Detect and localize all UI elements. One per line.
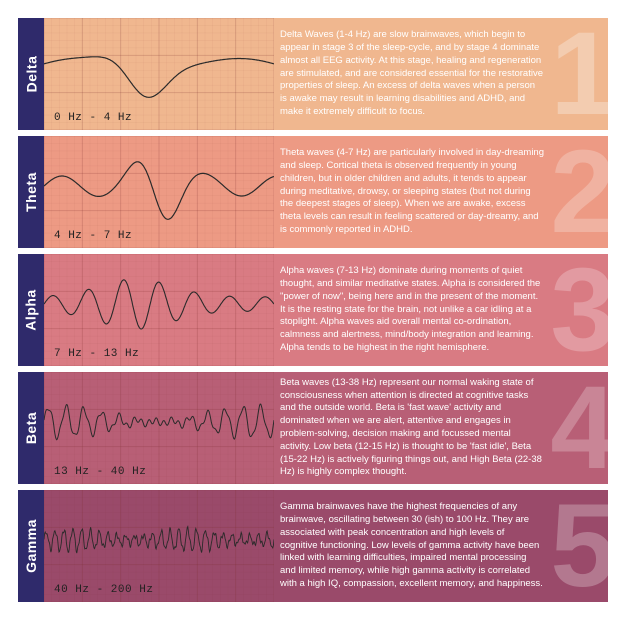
panel-delta: 0 Hz - 4 Hz Delta Waves (1-4 Hz) are slo… [44, 18, 608, 130]
description-area: Gamma brainwaves have the highest freque… [274, 490, 608, 602]
wave-area: 7 Hz - 13 Hz [44, 254, 274, 366]
tab-alpha: Alpha [18, 254, 44, 366]
description-text: Beta waves (13-38 Hz) represent our norm… [280, 377, 544, 480]
panel-alpha: 7 Hz - 13 Hz Alpha waves (7-13 Hz) domin… [44, 254, 608, 366]
tab-delta: Delta [18, 18, 44, 130]
row-theta: Theta 4 Hz - 7 Hz Theta waves (4-7 Hz) a… [18, 136, 608, 248]
tab-label: Theta [23, 172, 39, 212]
tab-gamma: Gamma [18, 490, 44, 602]
wave-area: 13 Hz - 40 Hz [44, 372, 274, 484]
wave-area: 40 Hz - 200 Hz [44, 490, 274, 602]
description-area: Beta waves (13-38 Hz) represent our norm… [274, 372, 608, 484]
row-gamma: Gamma 40 Hz - 200 Hz Gamma brainwaves ha… [18, 490, 608, 602]
tab-label: Gamma [23, 519, 39, 573]
freq-label: 4 Hz - 7 Hz [54, 230, 132, 242]
description-area: Theta waves (4-7 Hz) are particularly in… [274, 136, 608, 248]
row-delta: Delta 0 Hz - 4 Hz Delta Waves (1-4 Hz) a… [18, 18, 608, 130]
freq-label: 7 Hz - 13 Hz [54, 348, 139, 360]
tab-label: Alpha [23, 289, 39, 330]
wave-area: 4 Hz - 7 Hz [44, 136, 274, 248]
freq-label: 40 Hz - 200 Hz [54, 584, 153, 596]
wave-area: 0 Hz - 4 Hz [44, 18, 274, 130]
tab-label: Delta [23, 56, 39, 93]
tab-label: Beta [23, 412, 39, 444]
panel-beta: 13 Hz - 40 Hz Beta waves (13-38 Hz) repr… [44, 372, 608, 484]
description-text: Theta waves (4-7 Hz) are particularly in… [280, 147, 544, 237]
description-area: Alpha waves (7-13 Hz) dominate during mo… [274, 254, 608, 366]
row-beta: Beta 13 Hz - 40 Hz Beta waves (13-38 Hz)… [18, 372, 608, 484]
tab-beta: Beta [18, 372, 44, 484]
description-area: Delta Waves (1-4 Hz) are slow brainwaves… [274, 18, 608, 130]
description-text: Delta Waves (1-4 Hz) are slow brainwaves… [280, 29, 544, 119]
brainwave-infographic: Delta 0 Hz - 4 Hz Delta Waves (1-4 Hz) a… [0, 0, 626, 626]
description-text: Gamma brainwaves have the highest freque… [280, 501, 544, 591]
panel-gamma: 40 Hz - 200 Hz Gamma brainwaves have the… [44, 490, 608, 602]
row-alpha: Alpha 7 Hz - 13 Hz Alpha waves (7-13 Hz)… [18, 254, 608, 366]
tab-theta: Theta [18, 136, 44, 248]
panel-theta: 4 Hz - 7 Hz Theta waves (4-7 Hz) are par… [44, 136, 608, 248]
description-text: Alpha waves (7-13 Hz) dominate during mo… [280, 265, 544, 355]
freq-label: 13 Hz - 40 Hz [54, 466, 146, 478]
freq-label: 0 Hz - 4 Hz [54, 112, 132, 124]
